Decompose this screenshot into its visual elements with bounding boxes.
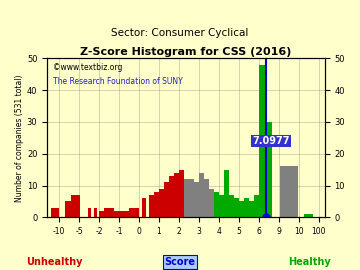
Bar <box>184 179 189 217</box>
Bar <box>99 211 109 217</box>
Bar <box>109 211 118 217</box>
Bar <box>254 195 258 217</box>
Bar <box>214 192 219 217</box>
Text: The Research Foundation of SUNY: The Research Foundation of SUNY <box>53 77 183 86</box>
Bar <box>209 189 213 217</box>
Bar <box>224 170 229 217</box>
Bar <box>66 201 73 217</box>
Y-axis label: Number of companies (531 total): Number of companies (531 total) <box>15 74 24 201</box>
Bar <box>194 182 199 217</box>
Bar <box>51 208 59 217</box>
Bar <box>234 198 239 217</box>
Bar <box>120 211 129 217</box>
Bar <box>279 166 298 217</box>
Text: Score: Score <box>165 257 195 267</box>
Bar <box>154 192 159 217</box>
Bar <box>78 195 80 217</box>
Bar <box>179 170 184 217</box>
Bar <box>219 195 224 217</box>
Bar <box>164 182 169 217</box>
Bar <box>159 189 164 217</box>
Title: Z-Score Histogram for CSS (2016): Z-Score Histogram for CSS (2016) <box>80 48 292 58</box>
Bar <box>71 195 79 217</box>
Bar <box>142 198 146 217</box>
Bar <box>104 208 114 217</box>
Bar <box>94 208 97 217</box>
Bar <box>266 122 272 217</box>
Bar <box>174 173 179 217</box>
Bar <box>249 201 253 217</box>
Bar <box>169 176 174 217</box>
Bar <box>259 65 265 217</box>
Text: Healthy: Healthy <box>288 257 331 267</box>
Bar <box>304 214 313 217</box>
Bar <box>204 179 209 217</box>
Text: Sector: Consumer Cyclical: Sector: Consumer Cyclical <box>111 28 249 38</box>
Text: Unhealthy: Unhealthy <box>26 257 82 267</box>
Bar <box>129 208 139 217</box>
Bar <box>149 195 154 217</box>
Bar <box>87 208 91 217</box>
Text: 7.0977: 7.0977 <box>252 136 289 146</box>
Bar <box>189 179 194 217</box>
Bar <box>244 198 249 217</box>
Bar <box>199 173 204 217</box>
Bar <box>239 201 244 217</box>
Bar <box>229 195 234 217</box>
Text: ©www.textbiz.org: ©www.textbiz.org <box>53 63 122 72</box>
